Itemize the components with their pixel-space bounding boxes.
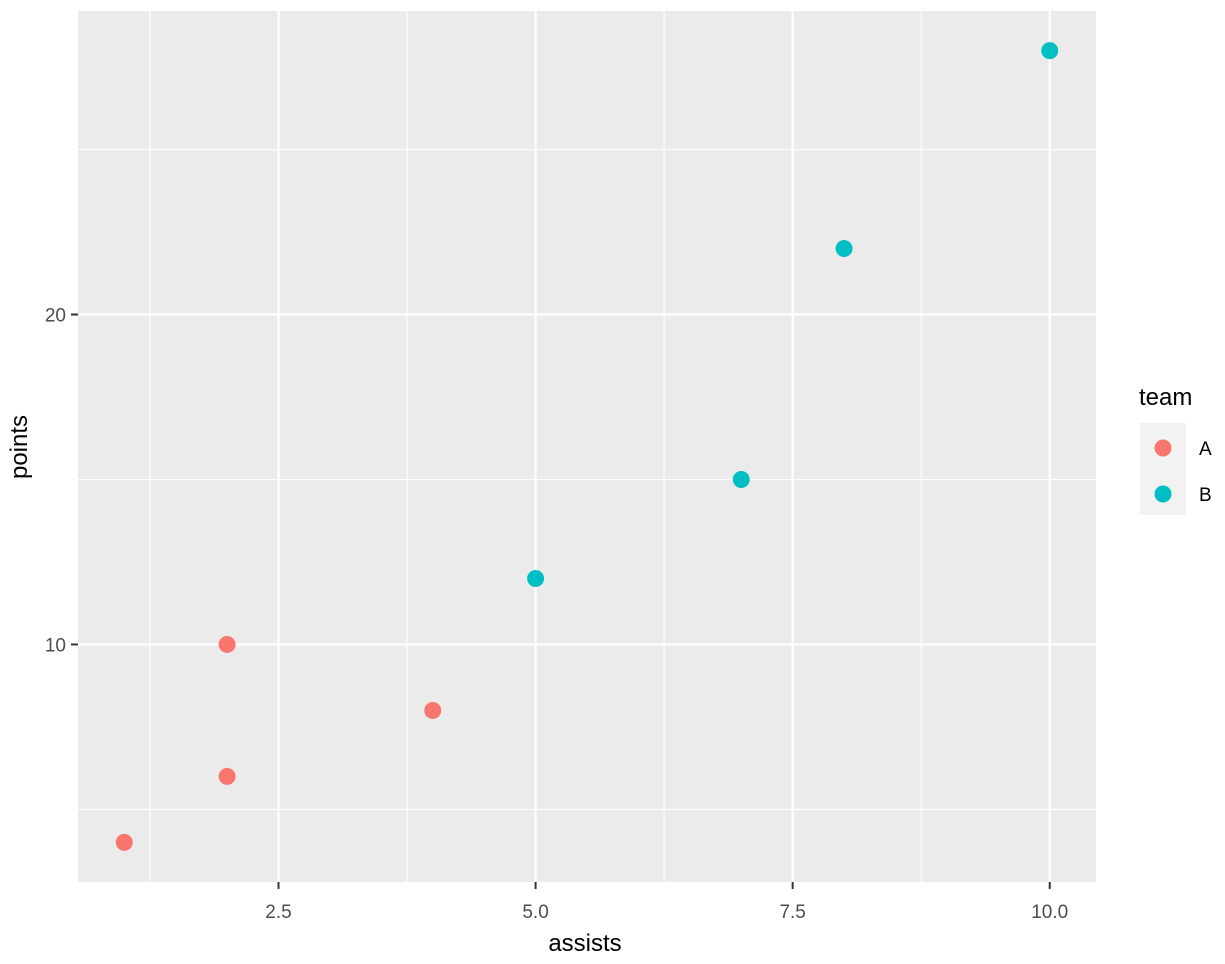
x-tick-label: 2.5 [265,902,291,923]
legend-title: team [1139,384,1192,411]
data-point-team-a [218,767,236,785]
data-point-team-b [1041,42,1059,60]
minor-gridlines [78,11,1096,882]
legend-label-a: A [1199,439,1212,460]
data-point-team-b [835,240,853,258]
plot-panel [78,11,1096,882]
data-point-team-a [218,635,236,653]
data-points [115,42,1059,851]
data-point-team-b [527,569,545,587]
x-tick-label: 5.0 [522,902,548,923]
y-tick-label: 10 [45,635,66,656]
data-point-team-b [732,470,750,488]
legend-key-b [1154,485,1172,503]
legend-key-a [1154,439,1172,457]
x-axis-title: assists [548,930,621,957]
major-gridlines [78,11,1096,882]
y-axis: 10 20 [45,306,78,656]
legend-label-b: B [1199,485,1212,506]
y-axis-title: points [6,415,33,479]
data-point-team-a [115,833,133,851]
x-tick-label: 10.0 [1031,902,1068,923]
x-tick-label: 7.5 [779,902,805,923]
x-axis: 2.5 5.0 7.5 10.0 [265,882,1068,923]
legend: team A B [1139,384,1212,515]
data-point-team-a [424,701,442,719]
y-tick-label: 20 [45,306,66,327]
